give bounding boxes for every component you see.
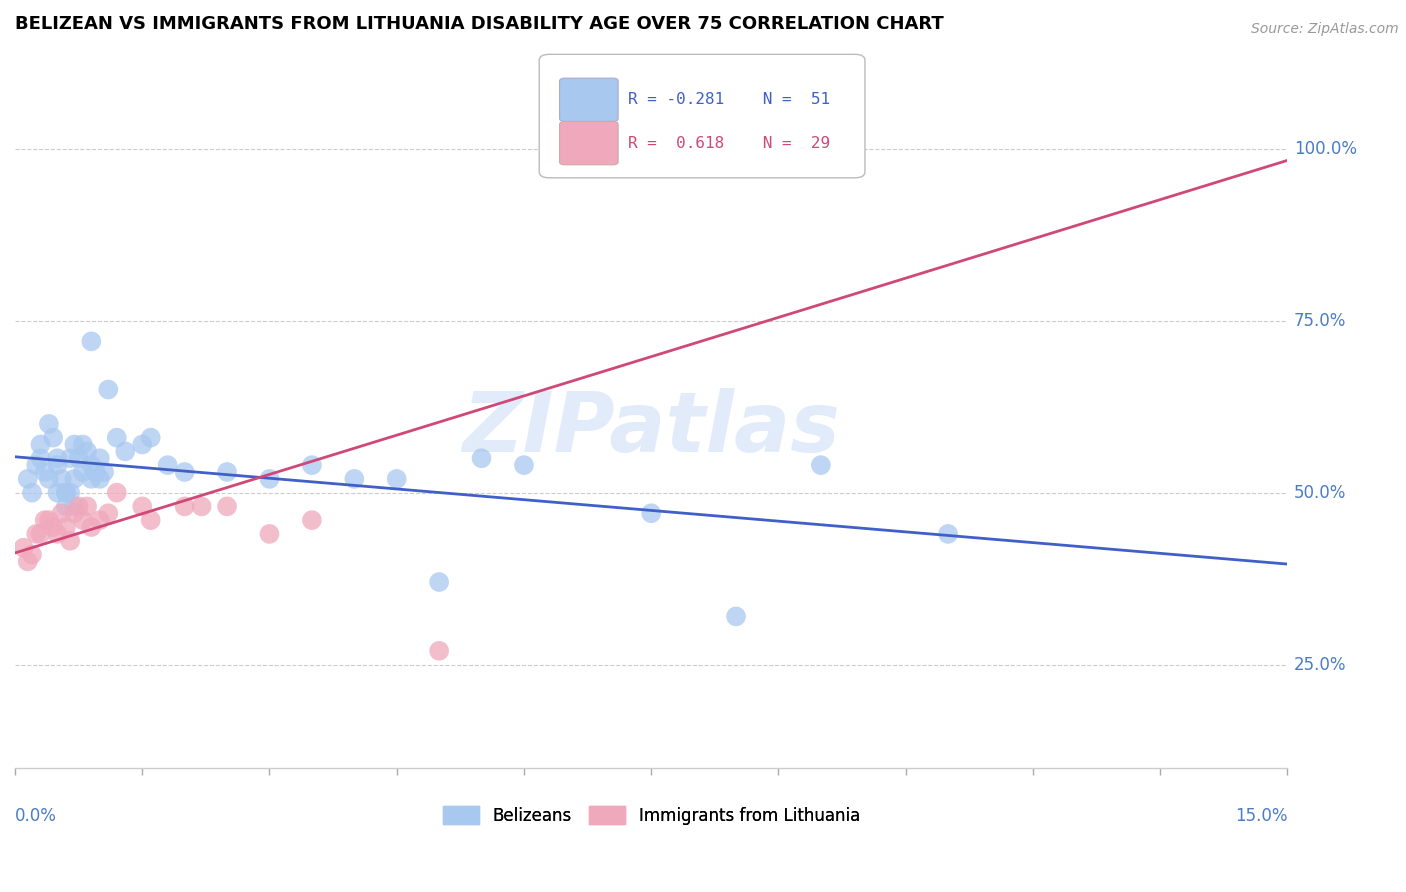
Point (42, 520, 65, 534)
Point (105, 431, 128, 445)
Point (724, 609, 747, 624)
Text: 100.0%: 100.0% (1294, 140, 1357, 158)
Point (38, 513, 60, 527)
Point (513, 458, 536, 472)
Point (259, 472, 281, 486)
Point (80, 334, 103, 349)
Point (42, 431, 65, 445)
FancyBboxPatch shape (560, 78, 619, 121)
Point (51, 472, 73, 486)
Point (97, 383, 120, 397)
Point (46, 485, 69, 500)
FancyBboxPatch shape (540, 54, 865, 178)
Point (46, 458, 69, 472)
Point (67, 451, 90, 466)
FancyBboxPatch shape (560, 121, 619, 165)
Point (46, 527, 69, 541)
Point (25, 458, 48, 472)
Point (30, 451, 52, 466)
Point (30, 527, 52, 541)
Point (25, 527, 48, 541)
Text: 0.0%: 0.0% (15, 807, 56, 825)
Text: 75.0%: 75.0% (1294, 311, 1346, 330)
Point (97, 506, 120, 520)
Point (640, 506, 662, 520)
Point (55, 485, 77, 500)
Point (51, 506, 73, 520)
Point (427, 575, 450, 590)
Text: 50.0%: 50.0% (1294, 483, 1346, 501)
Text: BELIZEAN VS IMMIGRANTS FROM LITHUANIA DISABILITY AGE OVER 75 CORRELATION CHART: BELIZEAN VS IMMIGRANTS FROM LITHUANIA DI… (15, 15, 943, 33)
Point (84, 465, 107, 479)
Point (139, 513, 162, 527)
Point (38, 472, 60, 486)
Point (34, 513, 56, 527)
Point (76, 500, 98, 514)
Point (215, 465, 238, 479)
Point (80, 458, 103, 472)
Point (93, 465, 115, 479)
Point (13, 541, 35, 555)
Point (259, 527, 281, 541)
Text: 15.0%: 15.0% (1234, 807, 1288, 825)
Point (59, 485, 82, 500)
Point (17, 554, 39, 568)
Point (835, 142, 858, 156)
Point (72, 465, 94, 479)
Point (63, 437, 86, 451)
Point (76, 444, 98, 458)
Point (21, 485, 44, 500)
Text: ZIPatlas: ZIPatlas (463, 388, 841, 469)
Point (301, 458, 323, 472)
Legend: Belizeans, Immigrants from Lithuania: Belizeans, Immigrants from Lithuania (436, 799, 866, 831)
Point (30, 437, 52, 451)
Point (427, 644, 450, 658)
Text: R =  0.618    N =  29: R = 0.618 N = 29 (628, 136, 831, 151)
Point (38, 417, 60, 431)
Point (215, 500, 238, 514)
Point (55, 500, 77, 514)
Point (936, 527, 959, 541)
Point (72, 437, 94, 451)
Text: Source: ZipAtlas.com: Source: ZipAtlas.com (1251, 22, 1399, 37)
Point (89, 451, 111, 466)
Point (139, 431, 162, 445)
Point (343, 472, 366, 486)
Point (67, 500, 90, 514)
Text: 25.0%: 25.0% (1294, 656, 1347, 673)
Point (21, 548, 44, 562)
Point (59, 451, 82, 466)
Point (173, 465, 195, 479)
Point (810, 458, 832, 472)
Point (190, 500, 212, 514)
Text: R = -0.281    N =  51: R = -0.281 N = 51 (628, 92, 831, 107)
Point (55, 485, 77, 500)
Point (114, 444, 136, 458)
Point (89, 472, 111, 486)
Point (173, 500, 195, 514)
Point (470, 451, 492, 466)
Point (63, 506, 86, 520)
Point (156, 458, 179, 472)
Point (17, 472, 39, 486)
Point (34, 465, 56, 479)
Point (59, 533, 82, 548)
Point (55, 520, 77, 534)
Point (80, 520, 103, 534)
Point (72, 513, 94, 527)
Point (385, 472, 408, 486)
Point (63, 472, 86, 486)
Point (46, 451, 69, 466)
Point (89, 513, 111, 527)
Point (131, 437, 153, 451)
Point (105, 485, 128, 500)
Point (131, 500, 153, 514)
Point (80, 472, 103, 486)
Point (63, 500, 86, 514)
Point (301, 513, 323, 527)
